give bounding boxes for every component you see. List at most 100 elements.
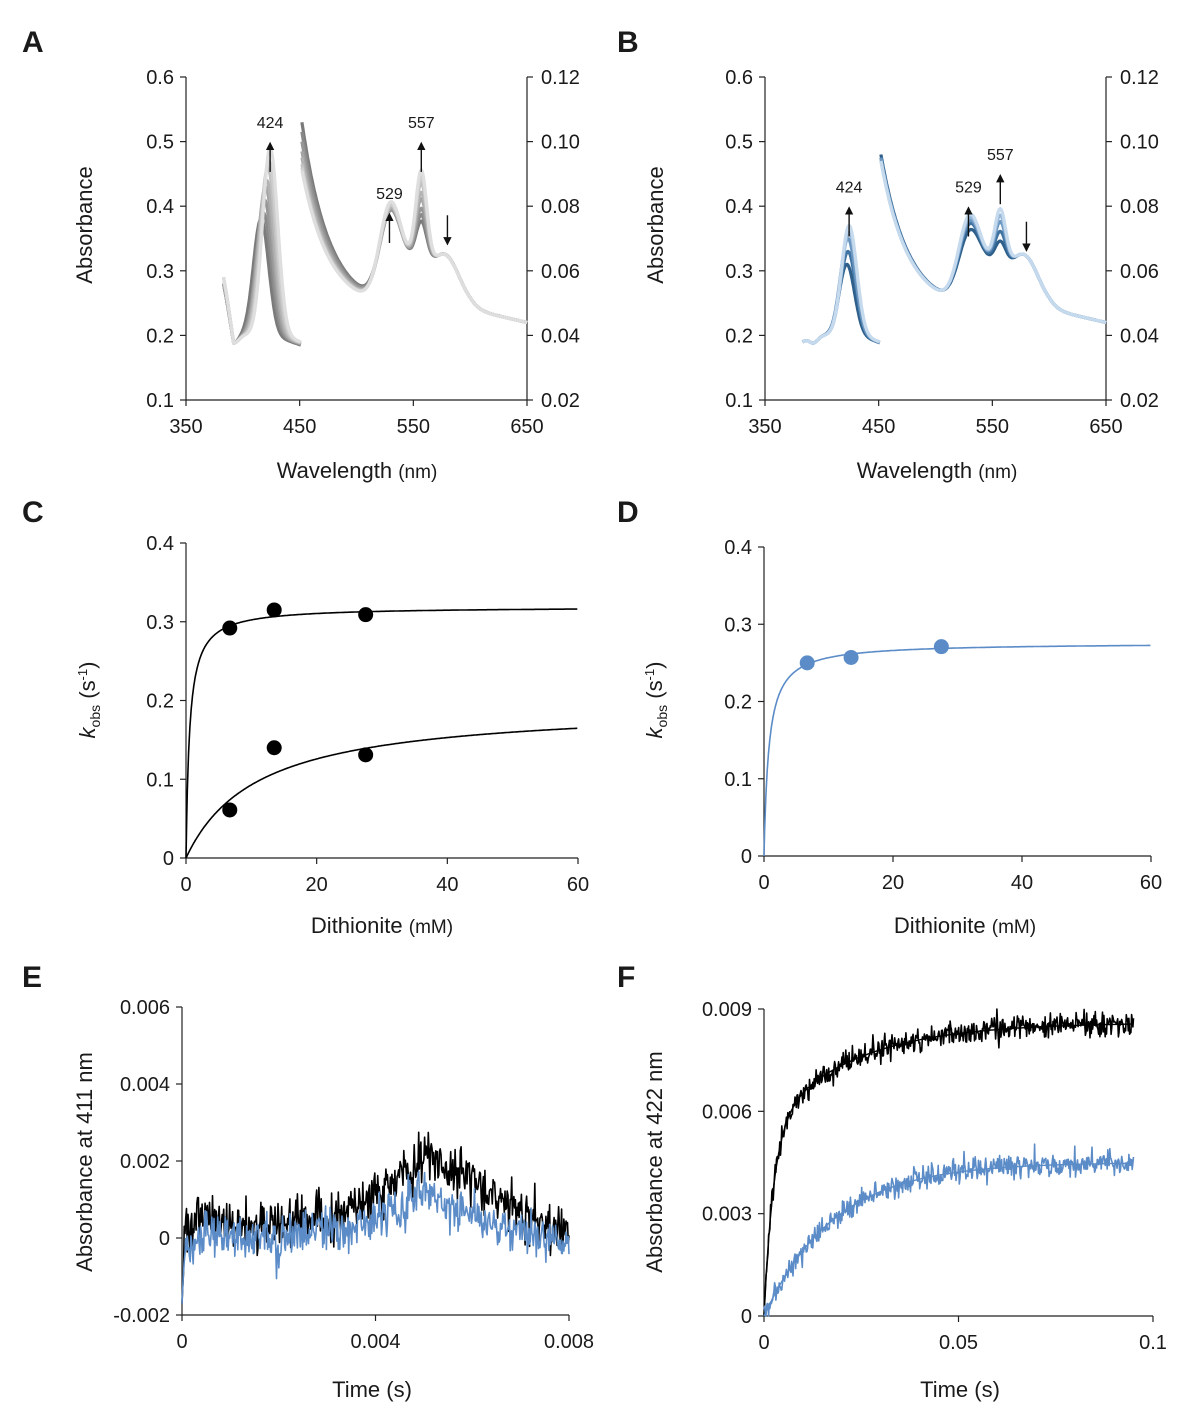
panel-b-y2-tick-label: 0.04 xyxy=(1120,325,1159,347)
panel-d-y-axis-title: kobs (s-1) xyxy=(642,662,670,739)
panel-c-y-axis-close: ) xyxy=(75,662,100,669)
panel-e-y-tick-label: -0.002 xyxy=(113,1305,170,1327)
panel-c-data-point-fast xyxy=(358,607,374,623)
panel-d-data-point-fast xyxy=(799,655,815,671)
panel-b-y2-tick-label: 0.06 xyxy=(1120,261,1159,283)
panel-d-data-point-fast xyxy=(933,639,949,655)
panel-c-y-tick-label: 0.4 xyxy=(146,533,174,555)
panel-f-fit-black xyxy=(763,1023,1134,1317)
panel-c-x-tick-label: 40 xyxy=(436,874,458,896)
panel-d-data-point-fast xyxy=(843,649,859,665)
panel-c-x-axis-title: Dithionite (mM) xyxy=(311,913,453,938)
panel-c-x-tick-label: 20 xyxy=(306,874,328,896)
panel-letter-e: E xyxy=(22,961,42,994)
panel-f-y-tick-label: 0.003 xyxy=(702,1204,752,1226)
panel-b-soret-spectrum xyxy=(801,236,881,345)
panel-c-y-axis-sup: -1 xyxy=(75,669,90,681)
panel-b-x-tick-label: 350 xyxy=(748,416,781,438)
panel-c-y-axis-sub: obs xyxy=(87,705,103,728)
panel-a-x-axis-unit: (nm) xyxy=(398,462,437,483)
panel-f-y-tick-label: 0.009 xyxy=(702,999,752,1021)
panel-e-trace-blue xyxy=(181,1170,570,1304)
panel-d-y-axis-close: ) xyxy=(642,662,667,669)
panel-c-x-tick-label: 60 xyxy=(567,874,589,896)
panel-a-peak-label: 529 xyxy=(376,186,403,203)
panel-c-y-tick-label: 0 xyxy=(163,848,174,870)
panel-a-y-tick-label: 0.5 xyxy=(146,132,174,154)
panel-f-y-tick-label: 0 xyxy=(741,1306,752,1328)
panel-c-x-tick-label: 0 xyxy=(180,874,191,896)
panel-a-x-tick-label: 650 xyxy=(510,416,543,438)
panel-c-data-point-slow xyxy=(266,740,282,756)
panel-b-x-tick-label: 450 xyxy=(862,416,895,438)
panel-a-y2-tick-label: 0.08 xyxy=(541,196,580,218)
panel-c-x-axis-name: Dithionite xyxy=(311,913,403,938)
panel-e-y-tick-label: 0 xyxy=(159,1228,170,1250)
panel-b-y-tick-label: 0.5 xyxy=(725,132,753,154)
panel-b-soret-spectrum xyxy=(801,230,881,345)
panel-d-y-tick-label: 0.3 xyxy=(724,614,752,636)
panel-d-y-tick-label: 0.4 xyxy=(724,537,752,559)
panel-a-y2-tick-label: 0.02 xyxy=(541,390,580,412)
panel-b-y-tick-label: 0.6 xyxy=(725,67,753,89)
panel-c-y-axis-k: k xyxy=(75,726,100,738)
panel-a-y2-tick-label: 0.10 xyxy=(541,132,580,154)
panel-a-x-tick-label: 350 xyxy=(169,416,202,438)
panel-b-x-axis-name: Wavelength xyxy=(857,458,972,483)
panel-a-y-tick-label: 0.3 xyxy=(146,261,174,283)
panel-a-x-axis-title: Wavelength (nm) xyxy=(277,458,438,483)
panel-b-y-tick-label: 0.2 xyxy=(725,325,753,347)
panel-f-trace-black xyxy=(763,1008,1135,1316)
panel-a-y2-tick-label: 0.06 xyxy=(541,261,580,283)
panel-a-x-axis-name: Wavelength xyxy=(277,458,392,483)
panel-e-y-axis-title: Absorbance at 411 nm xyxy=(72,1052,97,1272)
panel-d-x-axis-title: Dithionite (mM) xyxy=(894,913,1036,938)
panel-d-x-axis-name: Dithionite xyxy=(894,913,986,938)
panel-b-y2-tick-label: 0.12 xyxy=(1120,67,1159,89)
panel-a-y2-tick-label: 0.12 xyxy=(541,67,580,89)
panel-a-soret-spectrum xyxy=(221,159,302,345)
panel-letter-f: F xyxy=(617,961,635,994)
panel-a-soret-spectrum xyxy=(221,146,302,345)
panel-e-x-tick-label: 0.004 xyxy=(350,1331,400,1353)
panel-e-y-tick-label: 0.004 xyxy=(120,1074,170,1096)
panel-e-x-tick-label: 0 xyxy=(176,1331,187,1353)
panel-f-x-tick-label: 0.1 xyxy=(1139,1332,1167,1354)
panel-d-x-tick-label: 0 xyxy=(758,872,769,894)
panel-b-peak-label: 529 xyxy=(955,180,982,197)
panel-a-x-tick-label: 550 xyxy=(397,416,430,438)
panel-b-y-axis-title: Absorbance xyxy=(643,166,668,283)
panel-c-y-tick-label: 0.2 xyxy=(146,691,174,713)
panel-d-y-tick-label: 0.1 xyxy=(724,769,752,791)
panel-e-x-axis-title: Time (s) xyxy=(332,1377,412,1402)
panel-a-y-tick-label: 0.4 xyxy=(146,196,174,218)
panel-f-fit-blue xyxy=(763,1162,1134,1317)
panel-b-x-axis-title: Wavelength (nm) xyxy=(857,458,1018,483)
panel-c-fit-curve-slow xyxy=(185,727,578,859)
panel-b-y-tick-label: 0.3 xyxy=(725,261,753,283)
panel-c-x-axis-unit: (mM) xyxy=(409,917,453,938)
panel-c-y-axis-title: kobs (s-1) xyxy=(75,662,103,739)
panel-d-y-axis-k: k xyxy=(642,726,667,738)
panel-c-data-point-slow xyxy=(358,747,374,763)
panel-d-y-axis-sub: obs xyxy=(654,705,670,728)
panel-b-peak-label: 557 xyxy=(987,147,1014,164)
panel-f-x-tick-label: 0.05 xyxy=(939,1332,978,1354)
panel-d-x-axis-unit: (mM) xyxy=(992,917,1036,938)
panel-a-y-axis-title: Absorbance xyxy=(72,166,97,283)
panel-d-y-axis-sup: -1 xyxy=(642,669,657,681)
panel-d-x-tick-label: 20 xyxy=(882,872,904,894)
panel-letter-d: D xyxy=(617,496,639,529)
panel-a-x-tick-label: 450 xyxy=(283,416,316,438)
panel-a-peak-label: 424 xyxy=(257,115,284,132)
panel-letter-a: A xyxy=(22,26,44,59)
panel-b-x-tick-label: 550 xyxy=(976,416,1009,438)
panel-b-peak-label: 424 xyxy=(836,180,863,197)
panel-b-x-axis-unit: (nm) xyxy=(978,462,1017,483)
panel-c-fit-curve-fast xyxy=(185,608,578,859)
panel-b-y-tick-label: 0.4 xyxy=(725,196,753,218)
panel-b-y2-tick-label: 0.08 xyxy=(1120,196,1159,218)
panel-c-y-axis-unit: (s xyxy=(75,680,100,704)
panel-d-fit-curve-fast xyxy=(763,644,1151,857)
panel-f-x-axis-title: Time (s) xyxy=(920,1377,1000,1402)
